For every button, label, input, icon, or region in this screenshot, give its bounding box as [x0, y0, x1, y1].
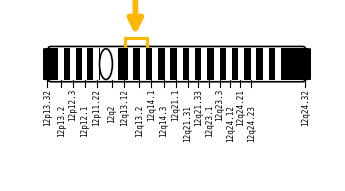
Bar	[195, 48, 201, 80]
Text: 12p12.1: 12p12.1	[80, 104, 89, 137]
Text: 12q23.1: 12q23.1	[205, 104, 214, 137]
Text: 12q24.32: 12q24.32	[300, 89, 310, 126]
Bar	[275, 48, 281, 80]
Ellipse shape	[282, 48, 329, 80]
Bar	[263, 48, 269, 80]
Text: 12q21.33: 12q21.33	[194, 89, 203, 126]
Text: 12q24.12: 12q24.12	[226, 104, 235, 142]
Bar	[220, 48, 226, 80]
Bar	[250, 48, 256, 80]
Bar	[140, 48, 146, 80]
Bar	[118, 48, 128, 80]
Bar	[82, 48, 87, 80]
Text: 12p11.22: 12p11.22	[92, 89, 101, 126]
Text: 12q14.1: 12q14.1	[147, 89, 156, 121]
Bar	[256, 48, 263, 80]
Bar	[207, 48, 214, 80]
Bar	[99, 48, 105, 80]
Bar	[76, 48, 82, 80]
FancyBboxPatch shape	[48, 48, 305, 80]
Ellipse shape	[99, 49, 112, 79]
Bar	[48, 48, 305, 80]
Text: 12q14.3: 12q14.3	[159, 104, 168, 137]
Bar	[152, 48, 158, 80]
Text: 12q24.21: 12q24.21	[236, 89, 245, 126]
Bar	[87, 48, 93, 80]
Text: 12q2: 12q2	[108, 104, 117, 123]
Bar	[64, 48, 70, 80]
Bar	[226, 48, 232, 80]
Bar	[100, 48, 112, 80]
Ellipse shape	[25, 48, 72, 80]
Bar	[128, 48, 134, 80]
Text: 12p13.32: 12p13.32	[43, 89, 52, 126]
Bar	[183, 48, 189, 80]
Bar	[146, 48, 152, 80]
Bar	[112, 48, 118, 80]
Bar	[70, 48, 76, 80]
Text: 12p12.3: 12p12.3	[69, 89, 78, 121]
Bar	[177, 48, 183, 80]
Bar	[214, 48, 220, 80]
Bar	[232, 48, 238, 80]
Bar	[134, 48, 140, 80]
Bar	[58, 48, 64, 80]
Text: 12q21.31: 12q21.31	[183, 104, 192, 142]
Bar	[93, 48, 99, 80]
Bar	[238, 48, 244, 80]
Bar	[201, 48, 207, 80]
Text: 12q21.1: 12q21.1	[171, 89, 180, 121]
Text: 12q13.12: 12q13.12	[120, 89, 129, 126]
Bar	[281, 48, 305, 80]
Text: 12q24.23: 12q24.23	[247, 104, 256, 142]
Text: 12q13.2: 12q13.2	[135, 104, 144, 137]
Bar	[48, 48, 58, 80]
Text: 12q23.3: 12q23.3	[215, 89, 224, 121]
Bar	[244, 48, 250, 80]
Bar	[189, 48, 195, 80]
Bar	[170, 48, 177, 80]
Text: 12p13.2: 12p13.2	[57, 104, 66, 137]
Bar	[165, 48, 170, 80]
Bar	[158, 48, 165, 80]
Bar	[269, 48, 275, 80]
